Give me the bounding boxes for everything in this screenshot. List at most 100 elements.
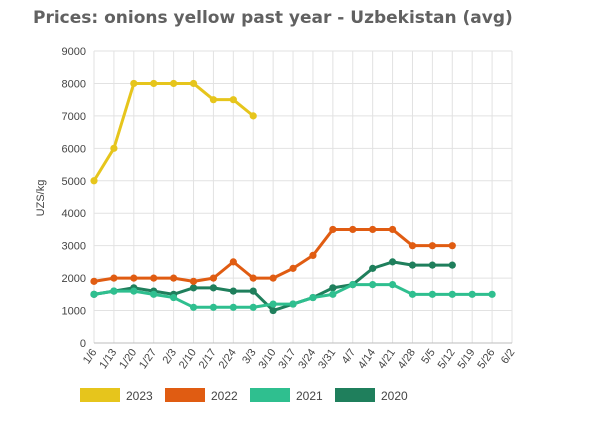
data-point[interactable]	[90, 290, 98, 298]
data-point[interactable]	[428, 242, 436, 250]
data-point[interactable]	[170, 79, 178, 88]
legend-item-2020[interactable]: 2020	[335, 388, 408, 403]
y-tick-label: 8000	[62, 78, 86, 90]
data-point[interactable]	[249, 287, 257, 295]
data-point[interactable]	[249, 112, 257, 120]
data-point[interactable]	[130, 274, 138, 282]
y-axis-label: UZS/kg	[35, 180, 47, 217]
data-point[interactable]	[189, 277, 198, 285]
data-point[interactable]	[130, 79, 138, 88]
x-tick-label: 2/10	[177, 347, 199, 371]
legend[interactable]: 2023 2022 2021 2020	[80, 388, 408, 403]
legend-swatch	[335, 388, 375, 402]
data-point[interactable]	[269, 306, 277, 315]
series-2022	[90, 225, 456, 285]
x-tick-label: 4/7	[340, 347, 359, 366]
x-tick-label: 1/13	[97, 347, 119, 371]
data-point[interactable]	[229, 287, 237, 295]
data-point[interactable]	[448, 290, 456, 298]
data-point[interactable]	[209, 96, 218, 104]
data-point[interactable]	[428, 261, 436, 269]
data-point[interactable]	[329, 284, 337, 292]
data-point[interactable]	[329, 290, 337, 298]
data-point[interactable]	[189, 284, 198, 292]
data-point[interactable]	[488, 290, 496, 298]
data-point[interactable]	[269, 274, 277, 282]
data-point[interactable]	[249, 274, 257, 282]
x-tick-label: 5/5	[419, 347, 438, 366]
data-point[interactable]	[468, 290, 476, 298]
x-tick-label: 6/2	[499, 347, 518, 366]
data-point[interactable]	[408, 261, 417, 269]
data-point[interactable]	[428, 290, 436, 298]
data-point[interactable]	[209, 274, 218, 282]
y-tick-label: 7000	[62, 111, 86, 123]
data-point[interactable]	[388, 258, 397, 266]
data-point[interactable]	[309, 251, 317, 259]
x-tick-label: 4/14	[356, 347, 378, 371]
y-tick-label: 9000	[62, 46, 86, 58]
legend-label: 2022	[211, 389, 238, 403]
data-point[interactable]	[349, 225, 357, 234]
data-point[interactable]	[249, 303, 257, 311]
data-point[interactable]	[229, 258, 237, 266]
y-axis-ticks: 0 1000 2000 3000 4000 5000 6000 7000 8000 9000	[62, 46, 86, 350]
chart-title: Prices: onions yellow past year - Uzbeki…	[33, 8, 513, 28]
data-point[interactable]	[349, 281, 357, 289]
data-point[interactable]	[209, 303, 218, 311]
data-point[interactable]	[229, 303, 237, 311]
data-point[interactable]	[110, 274, 118, 282]
data-point[interactable]	[369, 225, 377, 234]
y-tick-label: 2000	[62, 273, 86, 285]
data-point[interactable]	[150, 290, 158, 298]
data-point[interactable]	[369, 281, 377, 289]
grid	[93, 50, 513, 344]
legend-item-2022[interactable]: 2022	[165, 388, 238, 403]
data-point[interactable]	[170, 293, 178, 302]
data-point[interactable]	[329, 225, 337, 234]
x-tick-label: 3/17	[276, 347, 298, 371]
legend-item-2021[interactable]: 2021	[250, 388, 323, 403]
y-tick-label: 3000	[62, 241, 86, 253]
series-2023	[90, 79, 257, 185]
data-point[interactable]	[130, 287, 138, 295]
data-point[interactable]	[209, 284, 218, 292]
data-point[interactable]	[170, 274, 178, 282]
data-point[interactable]	[309, 293, 317, 302]
x-tick-label: 4/21	[376, 347, 398, 371]
data-point[interactable]	[90, 277, 98, 285]
data-point[interactable]	[448, 261, 456, 269]
legend-item-2023[interactable]: 2023	[80, 388, 153, 403]
data-point[interactable]	[369, 264, 377, 272]
series-group	[90, 79, 496, 315]
x-tick-label: 2/24	[217, 347, 239, 371]
data-point[interactable]	[189, 303, 198, 311]
data-point[interactable]	[90, 177, 98, 185]
data-point[interactable]	[448, 242, 456, 250]
data-point[interactable]	[289, 300, 297, 308]
data-point[interactable]	[269, 300, 277, 308]
data-point[interactable]	[388, 225, 397, 234]
data-point[interactable]	[408, 290, 417, 298]
y-tick-label: 1000	[62, 306, 86, 318]
legend-swatch	[80, 388, 120, 402]
x-tick-label: 1/27	[137, 347, 159, 371]
legend-swatch	[165, 388, 205, 402]
data-point[interactable]	[150, 274, 158, 282]
y-tick-label: 5000	[62, 176, 86, 188]
data-point[interactable]	[110, 144, 118, 152]
y-tick-label: 6000	[62, 143, 86, 155]
x-axis-ticks: 1/61/131/201/27 2/32/102/172/24 3/33/103/1…	[81, 347, 518, 371]
data-point[interactable]	[189, 79, 198, 88]
data-point[interactable]	[289, 264, 297, 272]
data-point[interactable]	[110, 287, 118, 295]
x-tick-label: 5/26	[475, 347, 497, 371]
series-2021	[90, 281, 496, 311]
data-point[interactable]	[388, 281, 397, 289]
x-tick-label: 3/31	[316, 347, 338, 371]
x-tick-label: 3/3	[240, 347, 259, 366]
data-point[interactable]	[408, 242, 417, 250]
data-point[interactable]	[229, 96, 237, 104]
data-point[interactable]	[150, 79, 158, 88]
